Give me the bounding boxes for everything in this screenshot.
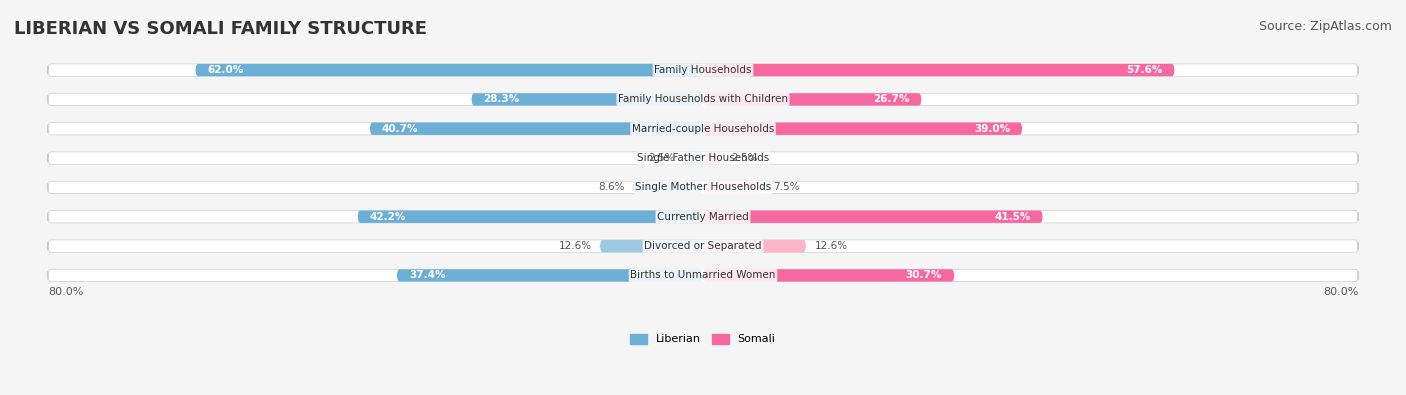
FancyBboxPatch shape — [195, 64, 703, 76]
Text: 39.0%: 39.0% — [974, 124, 1010, 134]
FancyBboxPatch shape — [703, 64, 1175, 76]
Legend: Liberian, Somali: Liberian, Somali — [626, 329, 780, 349]
Text: 40.7%: 40.7% — [382, 124, 419, 134]
Text: Currently Married: Currently Married — [657, 212, 749, 222]
FancyBboxPatch shape — [703, 240, 806, 252]
Text: 8.6%: 8.6% — [598, 182, 624, 192]
Text: Divorced or Separated: Divorced or Separated — [644, 241, 762, 251]
Text: Single Mother Households: Single Mother Households — [636, 182, 770, 192]
FancyBboxPatch shape — [471, 93, 703, 105]
FancyBboxPatch shape — [48, 152, 1358, 164]
Text: Source: ZipAtlas.com: Source: ZipAtlas.com — [1258, 20, 1392, 33]
Text: 2.5%: 2.5% — [648, 153, 675, 163]
FancyBboxPatch shape — [703, 93, 922, 105]
FancyBboxPatch shape — [703, 122, 1022, 135]
FancyBboxPatch shape — [633, 181, 703, 194]
FancyBboxPatch shape — [48, 64, 1358, 76]
Text: 57.6%: 57.6% — [1126, 65, 1163, 75]
FancyBboxPatch shape — [48, 211, 1358, 223]
FancyBboxPatch shape — [703, 269, 955, 282]
Text: 42.2%: 42.2% — [370, 212, 406, 222]
Text: Family Households with Children: Family Households with Children — [619, 94, 787, 104]
FancyBboxPatch shape — [48, 122, 1358, 135]
Text: 62.0%: 62.0% — [208, 65, 243, 75]
FancyBboxPatch shape — [703, 211, 1043, 223]
Text: LIBERIAN VS SOMALI FAMILY STRUCTURE: LIBERIAN VS SOMALI FAMILY STRUCTURE — [14, 20, 427, 38]
FancyBboxPatch shape — [357, 211, 703, 223]
Text: Births to Unmarried Women: Births to Unmarried Women — [630, 271, 776, 280]
Text: Single Father Households: Single Father Households — [637, 153, 769, 163]
Text: 2.5%: 2.5% — [731, 153, 758, 163]
Text: 28.3%: 28.3% — [484, 94, 520, 104]
FancyBboxPatch shape — [703, 152, 724, 164]
FancyBboxPatch shape — [396, 269, 703, 282]
Text: 26.7%: 26.7% — [873, 94, 910, 104]
FancyBboxPatch shape — [703, 181, 765, 194]
Text: 80.0%: 80.0% — [1323, 286, 1358, 297]
Text: 41.5%: 41.5% — [994, 212, 1031, 222]
FancyBboxPatch shape — [48, 181, 1358, 194]
FancyBboxPatch shape — [370, 122, 703, 135]
FancyBboxPatch shape — [682, 152, 703, 164]
Text: 80.0%: 80.0% — [48, 286, 83, 297]
Text: 12.6%: 12.6% — [558, 241, 592, 251]
FancyBboxPatch shape — [48, 93, 1358, 105]
Text: Married-couple Households: Married-couple Households — [631, 124, 775, 134]
Text: Family Households: Family Households — [654, 65, 752, 75]
Text: 37.4%: 37.4% — [409, 271, 446, 280]
Text: 7.5%: 7.5% — [773, 182, 799, 192]
FancyBboxPatch shape — [48, 269, 1358, 282]
FancyBboxPatch shape — [600, 240, 703, 252]
Text: 12.6%: 12.6% — [814, 241, 848, 251]
FancyBboxPatch shape — [48, 240, 1358, 252]
Text: 30.7%: 30.7% — [905, 271, 942, 280]
